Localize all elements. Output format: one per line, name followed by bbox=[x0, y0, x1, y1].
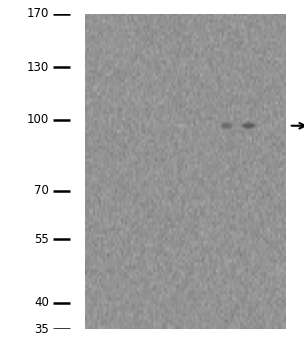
Ellipse shape bbox=[220, 121, 233, 130]
Ellipse shape bbox=[221, 123, 232, 128]
Text: D: D bbox=[222, 0, 231, 1]
Text: 170: 170 bbox=[27, 7, 49, 20]
Text: C: C bbox=[200, 0, 209, 1]
Ellipse shape bbox=[242, 122, 256, 129]
Text: E: E bbox=[245, 0, 253, 1]
Ellipse shape bbox=[242, 123, 255, 128]
Text: 40: 40 bbox=[34, 296, 49, 309]
Ellipse shape bbox=[178, 124, 186, 127]
Ellipse shape bbox=[154, 124, 163, 128]
Ellipse shape bbox=[241, 122, 256, 130]
Ellipse shape bbox=[151, 122, 165, 130]
Ellipse shape bbox=[199, 124, 210, 128]
Ellipse shape bbox=[152, 123, 164, 128]
Ellipse shape bbox=[178, 125, 187, 127]
Ellipse shape bbox=[244, 124, 253, 128]
Ellipse shape bbox=[176, 123, 188, 128]
Text: 130: 130 bbox=[27, 61, 49, 74]
Ellipse shape bbox=[176, 123, 189, 129]
Ellipse shape bbox=[178, 125, 187, 126]
Ellipse shape bbox=[222, 124, 232, 128]
Ellipse shape bbox=[152, 122, 165, 129]
Text: 100: 100 bbox=[27, 113, 49, 126]
Ellipse shape bbox=[198, 122, 211, 129]
Ellipse shape bbox=[244, 125, 254, 127]
Text: B: B bbox=[178, 0, 187, 1]
Ellipse shape bbox=[177, 124, 188, 128]
Ellipse shape bbox=[223, 123, 230, 128]
Ellipse shape bbox=[199, 125, 209, 127]
Ellipse shape bbox=[154, 125, 163, 127]
Ellipse shape bbox=[201, 124, 209, 128]
Ellipse shape bbox=[243, 124, 254, 127]
Ellipse shape bbox=[200, 125, 209, 127]
Ellipse shape bbox=[222, 125, 231, 127]
FancyBboxPatch shape bbox=[85, 14, 286, 329]
Text: 35: 35 bbox=[35, 323, 49, 336]
Text: A: A bbox=[154, 0, 163, 1]
Text: 70: 70 bbox=[34, 185, 49, 197]
Ellipse shape bbox=[153, 124, 164, 127]
Ellipse shape bbox=[199, 123, 210, 129]
Ellipse shape bbox=[221, 122, 233, 129]
Text: KDa: KDa bbox=[35, 0, 59, 1]
Text: 55: 55 bbox=[35, 233, 49, 246]
